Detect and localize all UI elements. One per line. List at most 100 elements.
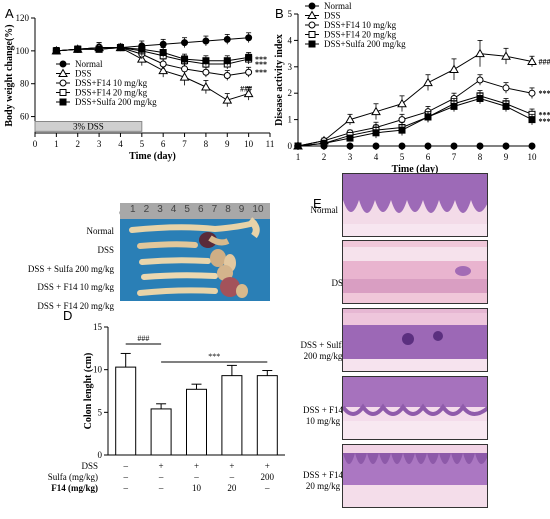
x-tick-label: 10 bbox=[528, 152, 538, 162]
treatment-bar-label: 3% DSS bbox=[73, 121, 104, 131]
series-4 bbox=[294, 90, 536, 150]
data-point bbox=[181, 65, 189, 73]
treatment-cell: – bbox=[193, 472, 199, 482]
series-line bbox=[56, 47, 249, 62]
panel-label-a: A bbox=[5, 6, 14, 21]
y-tick-label: 5 bbox=[98, 407, 103, 417]
legend-marker bbox=[308, 31, 316, 38]
histology-image-f14-20 bbox=[342, 444, 488, 508]
x-tick-label: 8 bbox=[204, 139, 209, 149]
y-axis-title: Body weight change(%) bbox=[4, 24, 15, 126]
data-point bbox=[243, 88, 254, 98]
data-point bbox=[502, 84, 510, 92]
treatment-cell: – bbox=[158, 483, 164, 493]
data-point bbox=[223, 35, 231, 43]
ruler-number: 9 bbox=[238, 204, 245, 215]
series-3 bbox=[294, 74, 536, 150]
data-point bbox=[502, 142, 510, 150]
legend-label: DSS bbox=[75, 69, 92, 79]
data-point bbox=[476, 76, 484, 84]
significance-annotation: ### bbox=[137, 334, 149, 343]
data-point bbox=[528, 89, 536, 97]
data-point bbox=[245, 68, 253, 76]
legend-marker bbox=[308, 21, 316, 29]
ruler-number: 5 bbox=[184, 204, 190, 215]
y-tick-label: 1 bbox=[288, 115, 293, 125]
x-tick-label: 4 bbox=[374, 152, 379, 162]
legend-label: DSS+F14 10 mg/kg bbox=[75, 78, 148, 88]
data-point bbox=[372, 129, 380, 137]
y-tick-label: 3 bbox=[288, 62, 293, 72]
significance-annotation: *** bbox=[255, 60, 267, 69]
histology-image-sulfa bbox=[342, 308, 488, 372]
treatment-cell: 10 bbox=[192, 483, 202, 493]
data-point bbox=[202, 68, 210, 76]
colon-specimens bbox=[129, 217, 260, 298]
treatment-row-label: F14 (mg/kg) bbox=[51, 483, 98, 493]
treatment-cell: – bbox=[122, 472, 128, 482]
x-tick-label: 11 bbox=[266, 139, 275, 149]
histo-label-sulfa: DSS + Sulfa 200 mg/kg bbox=[300, 340, 346, 361]
data-point bbox=[116, 44, 124, 52]
data-point bbox=[138, 45, 146, 53]
y-axis-title: Disease activity index bbox=[274, 34, 285, 126]
data-point bbox=[52, 47, 60, 55]
data-point bbox=[501, 51, 511, 60]
colon-photo-image: 1 2 3 4 5 6 7 8 9 10 bbox=[120, 203, 270, 301]
legend-label: Normal bbox=[324, 1, 352, 11]
photo-label-f14-20: DSS + F14 20 mg/kg bbox=[37, 301, 114, 311]
significance-annotation: *** bbox=[539, 89, 550, 98]
data-point bbox=[449, 64, 459, 73]
series-line bbox=[297, 97, 533, 147]
data-point bbox=[424, 142, 432, 150]
y-tick-label: 2 bbox=[288, 88, 293, 98]
y-tick-label: 100 bbox=[16, 46, 30, 56]
treatment-cell: + bbox=[159, 461, 164, 471]
x-tick-label: 5 bbox=[400, 152, 405, 162]
data-point bbox=[476, 142, 484, 150]
photo-label-sulfa: DSS + Sulfa 200 mg/kg bbox=[27, 264, 114, 274]
legend-label: Normal bbox=[75, 59, 103, 69]
x-tick-label: 0 bbox=[33, 139, 38, 149]
data-point bbox=[294, 142, 302, 150]
ruler-number: 7 bbox=[211, 204, 218, 215]
legend-label: DSS+Sulfa 200 mg/kg bbox=[75, 97, 157, 107]
series-5 bbox=[52, 43, 253, 66]
significance-annotation: ### bbox=[240, 85, 252, 94]
x-tick-label: 10 bbox=[244, 139, 254, 149]
panel-label-d: D bbox=[63, 308, 73, 323]
treatment-cell: – bbox=[264, 483, 270, 493]
series-line bbox=[297, 95, 533, 147]
data-point bbox=[528, 142, 536, 150]
bar-1 bbox=[115, 366, 137, 456]
photo-label-dss: DSS bbox=[97, 245, 114, 255]
legend-label: DSS+F14 10 mg/kg bbox=[324, 20, 397, 30]
legend-label: DSS+F14 20 mg/kg bbox=[324, 30, 397, 40]
histology-image-normal bbox=[342, 173, 488, 237]
y-tick-label: 5 bbox=[288, 9, 293, 19]
data-point bbox=[245, 53, 253, 61]
treatment-cell: 200 bbox=[261, 472, 275, 482]
treatment-row-label: DSS bbox=[81, 461, 98, 471]
data-point bbox=[502, 102, 510, 110]
ruler-number: 4 bbox=[170, 204, 177, 215]
y-tick-label: 60 bbox=[20, 112, 30, 122]
histo-label-f14-10: DSS + F14 10 mg/kg bbox=[302, 405, 344, 426]
legend-marker bbox=[308, 2, 316, 10]
significance-annotation: ### bbox=[539, 58, 550, 67]
data-point bbox=[201, 81, 211, 91]
data-point bbox=[424, 113, 432, 121]
x-tick-label: 5 bbox=[140, 139, 145, 149]
x-tick-label: 2 bbox=[75, 139, 80, 149]
panel-c-colon-photo: Normal DSS DSS + Sulfa 200 mg/kg DSS + F… bbox=[0, 200, 300, 311]
treatment-cell: + bbox=[265, 461, 270, 471]
data-point bbox=[345, 114, 355, 124]
data-point bbox=[159, 60, 167, 68]
data-point bbox=[346, 134, 354, 142]
data-point bbox=[320, 139, 328, 147]
data-point bbox=[181, 39, 189, 47]
data-point bbox=[202, 57, 210, 65]
x-tick-label: 7 bbox=[182, 139, 187, 149]
y-tick-label: 0 bbox=[98, 450, 103, 460]
treatment-cell: – bbox=[122, 461, 128, 471]
